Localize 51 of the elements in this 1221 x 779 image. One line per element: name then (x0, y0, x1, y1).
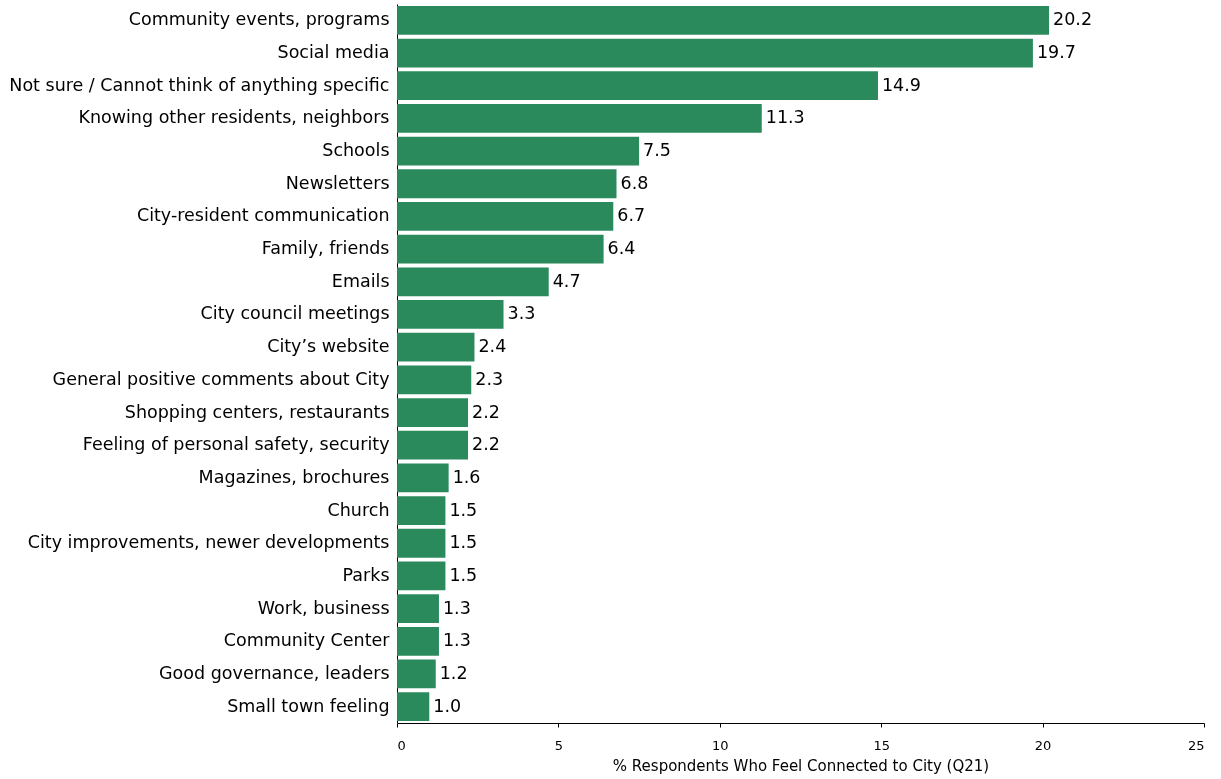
data-label: 1.3 (442, 630, 471, 651)
y-tick-label: Family, friends (261, 238, 390, 259)
data-label: 2.3 (475, 368, 504, 389)
y-tick-label: Emails (331, 270, 390, 291)
y-tick-label: City council meetings (200, 303, 390, 324)
data-label: 1.5 (449, 532, 478, 553)
data-label: 1.5 (449, 564, 478, 585)
y-tick-label: Knowing other residents, neighbors (78, 107, 390, 128)
x-tick-label: 0 (397, 737, 406, 753)
data-label: 1.2 (439, 662, 468, 683)
y-tick-label: Parks (342, 564, 390, 585)
x-tick-label: 15 (873, 737, 890, 753)
y-tick-label: City improvements, newer developments (27, 532, 390, 553)
data-label: 2.2 (472, 434, 500, 455)
y-tick-label: City’s website (267, 336, 390, 357)
data-label: 1.3 (442, 597, 471, 618)
y-tick-label: General positive comments about City (52, 368, 390, 389)
data-label: 6.7 (617, 205, 646, 226)
y-tick-label: Newsletters (285, 172, 390, 193)
y-tick-label: Church (327, 499, 390, 520)
data-label: 14.9 (881, 74, 921, 95)
data-label: 4.7 (552, 270, 581, 291)
y-tick-label: Work, business (257, 597, 390, 618)
data-label: 19.7 (1036, 42, 1076, 63)
y-tick-label: Community events, programs (128, 9, 390, 30)
y-tick-label: Social media (277, 42, 390, 63)
data-label: 20.2 (1053, 9, 1093, 30)
y-tick-label: Not sure / Cannot think of anything specific (9, 74, 390, 95)
x-tick-label: 20 (1034, 737, 1052, 753)
data-label: 6.4 (607, 238, 636, 259)
y-tick-label: Small town feeling (227, 695, 390, 716)
x-tick-label: 5 (554, 737, 564, 753)
y-tick-label: Magazines, brochures (198, 466, 390, 487)
y-tick-label: Feeling of personal safety, security (82, 434, 390, 455)
y-tick-label: Community Center (223, 630, 391, 651)
data-label: 3.3 (507, 303, 536, 324)
data-label: 11.3 (765, 107, 805, 128)
y-tick-label: City-resident communication (136, 205, 390, 226)
x-tick-label: 10 (712, 737, 729, 753)
data-label: 1.5 (449, 499, 478, 520)
data-label: 1.0 (433, 695, 462, 716)
data-label: 2.2 (472, 401, 500, 422)
x-axis-title: % Respondents Who Feel Connected to City (Q21) (612, 756, 990, 775)
y-tick-label: Shopping centers, restaurants (124, 401, 390, 422)
y-tick-label: Schools (322, 140, 390, 161)
x-tick-label: 25 (1187, 737, 1205, 753)
data-label: 2.4 (478, 336, 507, 357)
data-label: 6.8 (620, 172, 649, 193)
data-label: 7.5 (643, 140, 671, 161)
y-tick-label: Good governance, leaders (159, 662, 390, 683)
data-label: 1.6 (452, 466, 481, 487)
